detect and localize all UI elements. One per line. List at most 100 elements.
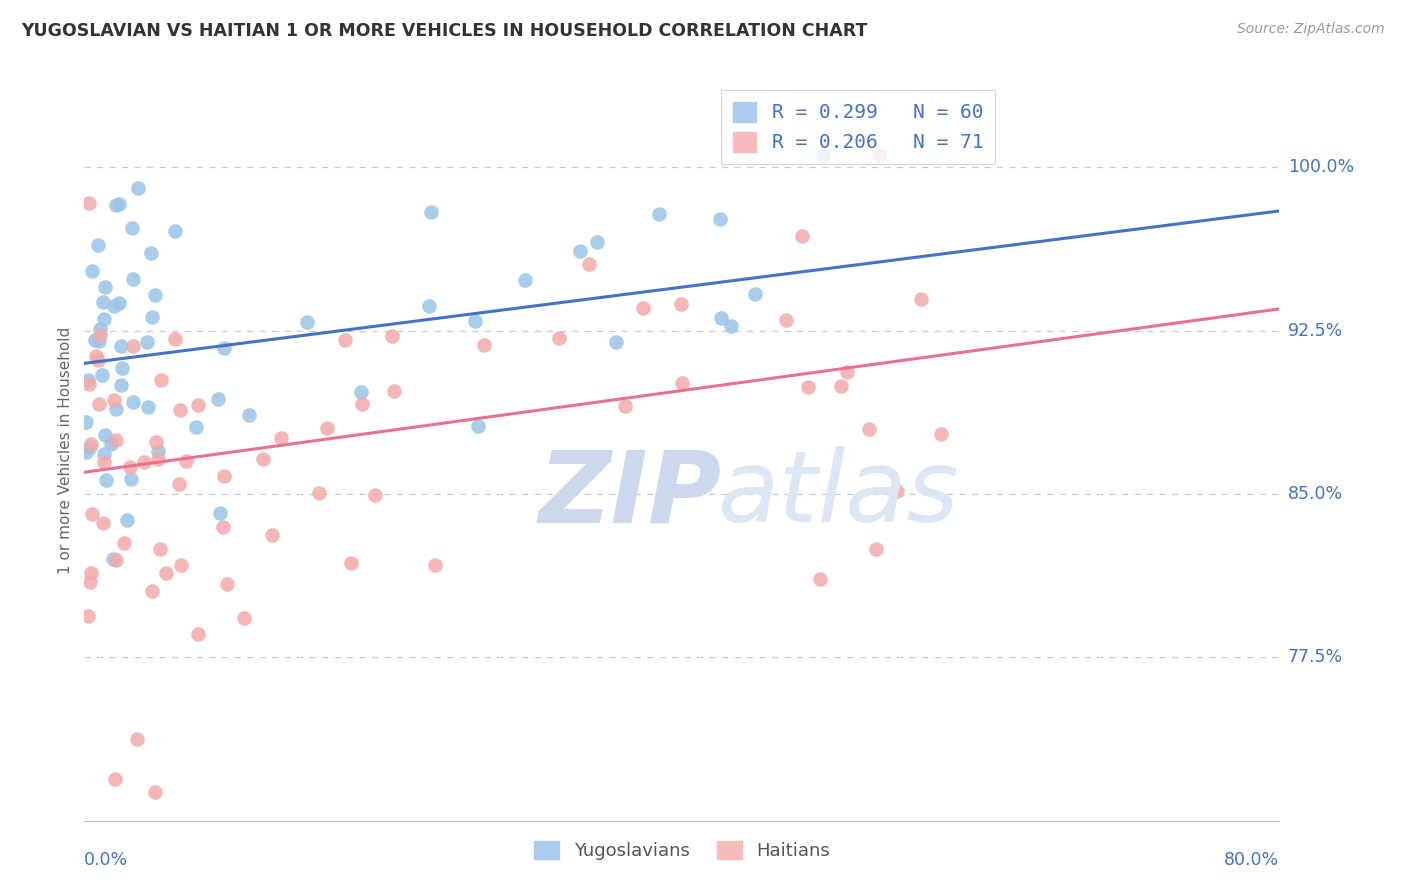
Text: 100.0%: 100.0%: [1288, 159, 1354, 177]
Point: [464, 313, 486, 327]
Point: [132, 455, 155, 469]
Point: [631, 301, 654, 315]
Point: [105, 433, 128, 447]
Point: [93, 446, 115, 460]
Point: [671, 376, 693, 391]
Point: [187, 627, 209, 641]
Point: [89, 334, 111, 348]
Point: [108, 197, 131, 211]
Point: [96, 473, 118, 487]
Point: [865, 542, 887, 557]
Text: Source: ZipAtlas.com: Source: ZipAtlas.com: [1237, 22, 1385, 37]
Point: [105, 198, 128, 212]
Point: [104, 553, 127, 567]
Y-axis label: 1 or more Vehicles in Household: 1 or more Vehicles in Household: [58, 326, 73, 574]
Text: 85.0%: 85.0%: [1288, 485, 1343, 503]
Point: [578, 257, 600, 271]
Text: 80.0%: 80.0%: [1225, 851, 1279, 869]
Point: [149, 541, 172, 556]
Point: [104, 402, 127, 417]
Point: [145, 435, 167, 450]
Text: 0.0%: 0.0%: [84, 851, 128, 869]
Point: [297, 315, 319, 329]
Point: [91, 294, 114, 309]
Point: [569, 244, 592, 258]
Point: [76, 373, 98, 387]
Text: ZIP: ZIP: [538, 446, 721, 543]
Point: [112, 535, 135, 549]
Point: [139, 246, 162, 260]
Point: [94, 428, 117, 442]
Point: [167, 476, 190, 491]
Point: [122, 339, 145, 353]
Point: [101, 552, 124, 566]
Point: [103, 392, 125, 407]
Point: [94, 280, 117, 294]
Point: [93, 311, 115, 326]
Point: [150, 373, 173, 387]
Point: [155, 566, 177, 580]
Point: [104, 772, 127, 787]
Point: [141, 584, 163, 599]
Point: [669, 297, 692, 311]
Text: YUGOSLAVIAN VS HAITIAN 1 OR MORE VEHICLES IN HOUSEHOLD CORRELATION CHART: YUGOSLAVIAN VS HAITIAN 1 OR MORE VEHICLE…: [21, 22, 868, 40]
Point: [118, 460, 141, 475]
Point: [208, 506, 231, 520]
Point: [84, 349, 107, 363]
Point: [79, 566, 101, 580]
Point: [89, 321, 111, 335]
Point: [252, 451, 274, 466]
Point: [467, 418, 489, 433]
Point: [811, 149, 834, 163]
Point: [212, 469, 235, 483]
Point: [238, 409, 260, 423]
Point: [165, 333, 187, 347]
Point: [270, 431, 292, 445]
Point: [122, 272, 145, 286]
Point: [127, 180, 149, 194]
Point: [339, 556, 361, 570]
Point: [207, 392, 229, 406]
Point: [141, 310, 163, 324]
Text: atlas: atlas: [718, 446, 959, 543]
Point: [93, 516, 115, 530]
Point: [425, 558, 447, 572]
Point: [80, 507, 103, 521]
Point: [381, 329, 404, 343]
Point: [87, 353, 110, 368]
Point: [163, 224, 186, 238]
Point: [212, 519, 235, 533]
Point: [91, 368, 114, 382]
Point: [830, 379, 852, 393]
Point: [79, 437, 101, 451]
Point: [75, 445, 97, 459]
Point: [350, 396, 373, 410]
Point: [384, 384, 406, 398]
Point: [349, 384, 371, 399]
Point: [308, 485, 330, 500]
Point: [89, 328, 111, 343]
Point: [93, 454, 115, 468]
Point: [868, 148, 890, 162]
Point: [614, 400, 637, 414]
Point: [87, 397, 110, 411]
Point: [548, 331, 571, 345]
Point: [316, 421, 339, 435]
Point: [212, 341, 235, 355]
Point: [420, 204, 443, 219]
Point: [120, 472, 142, 486]
Point: [82, 264, 104, 278]
Point: [146, 444, 169, 458]
Point: [886, 483, 908, 498]
Point: [122, 395, 145, 409]
Point: [83, 334, 105, 348]
Point: [143, 288, 166, 302]
Point: [79, 440, 101, 454]
Point: [121, 220, 143, 235]
Point: [79, 377, 101, 392]
Point: [744, 287, 766, 301]
Point: [103, 299, 125, 313]
Point: [710, 311, 733, 326]
Point: [110, 338, 132, 352]
Point: [262, 527, 284, 541]
